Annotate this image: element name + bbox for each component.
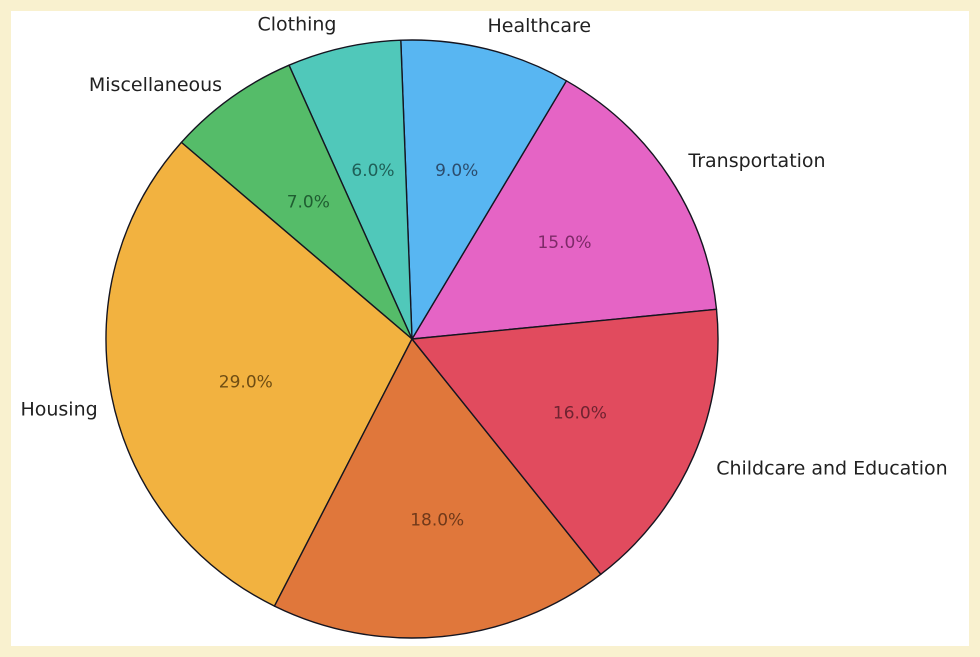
pie-slice-unlabeled (273, 338, 602, 639)
pie-percent-miscellaneous: 7.0% (287, 192, 330, 212)
pie-slice-childcare-and-education (411, 308, 719, 575)
pie-percent-unlabeled: 18.0% (410, 511, 464, 531)
pie-percent-transportation: 15.0% (537, 233, 591, 253)
pie-slice-miscellaneous (180, 64, 413, 340)
pie-slice-transportation (411, 80, 718, 340)
pie-label-transportation: Transportation (687, 150, 825, 172)
pie-chart: 15.0% Transportation 9.0% Healthcare 6.0% Clo… (20, 14, 948, 639)
pie-slice-healthcare (400, 39, 568, 340)
pie-slice-housing (105, 141, 413, 607)
pie-label-miscellaneous: Miscellaneous (89, 74, 222, 96)
pie-percent-housing: 29.0% (219, 373, 273, 393)
pie-label-housing: Housing (20, 399, 97, 421)
pie-label-clothing: Clothing (257, 14, 336, 36)
pie-label-childcare-and-education: Childcare and Education (716, 457, 948, 479)
pie-percent-clothing: 6.0% (351, 161, 394, 181)
pie-percent-healthcare: 9.0% (435, 161, 478, 181)
pie-percent-childcare-and-education: 16.0% (553, 403, 607, 423)
pie-label-healthcare: Healthcare (488, 15, 592, 37)
